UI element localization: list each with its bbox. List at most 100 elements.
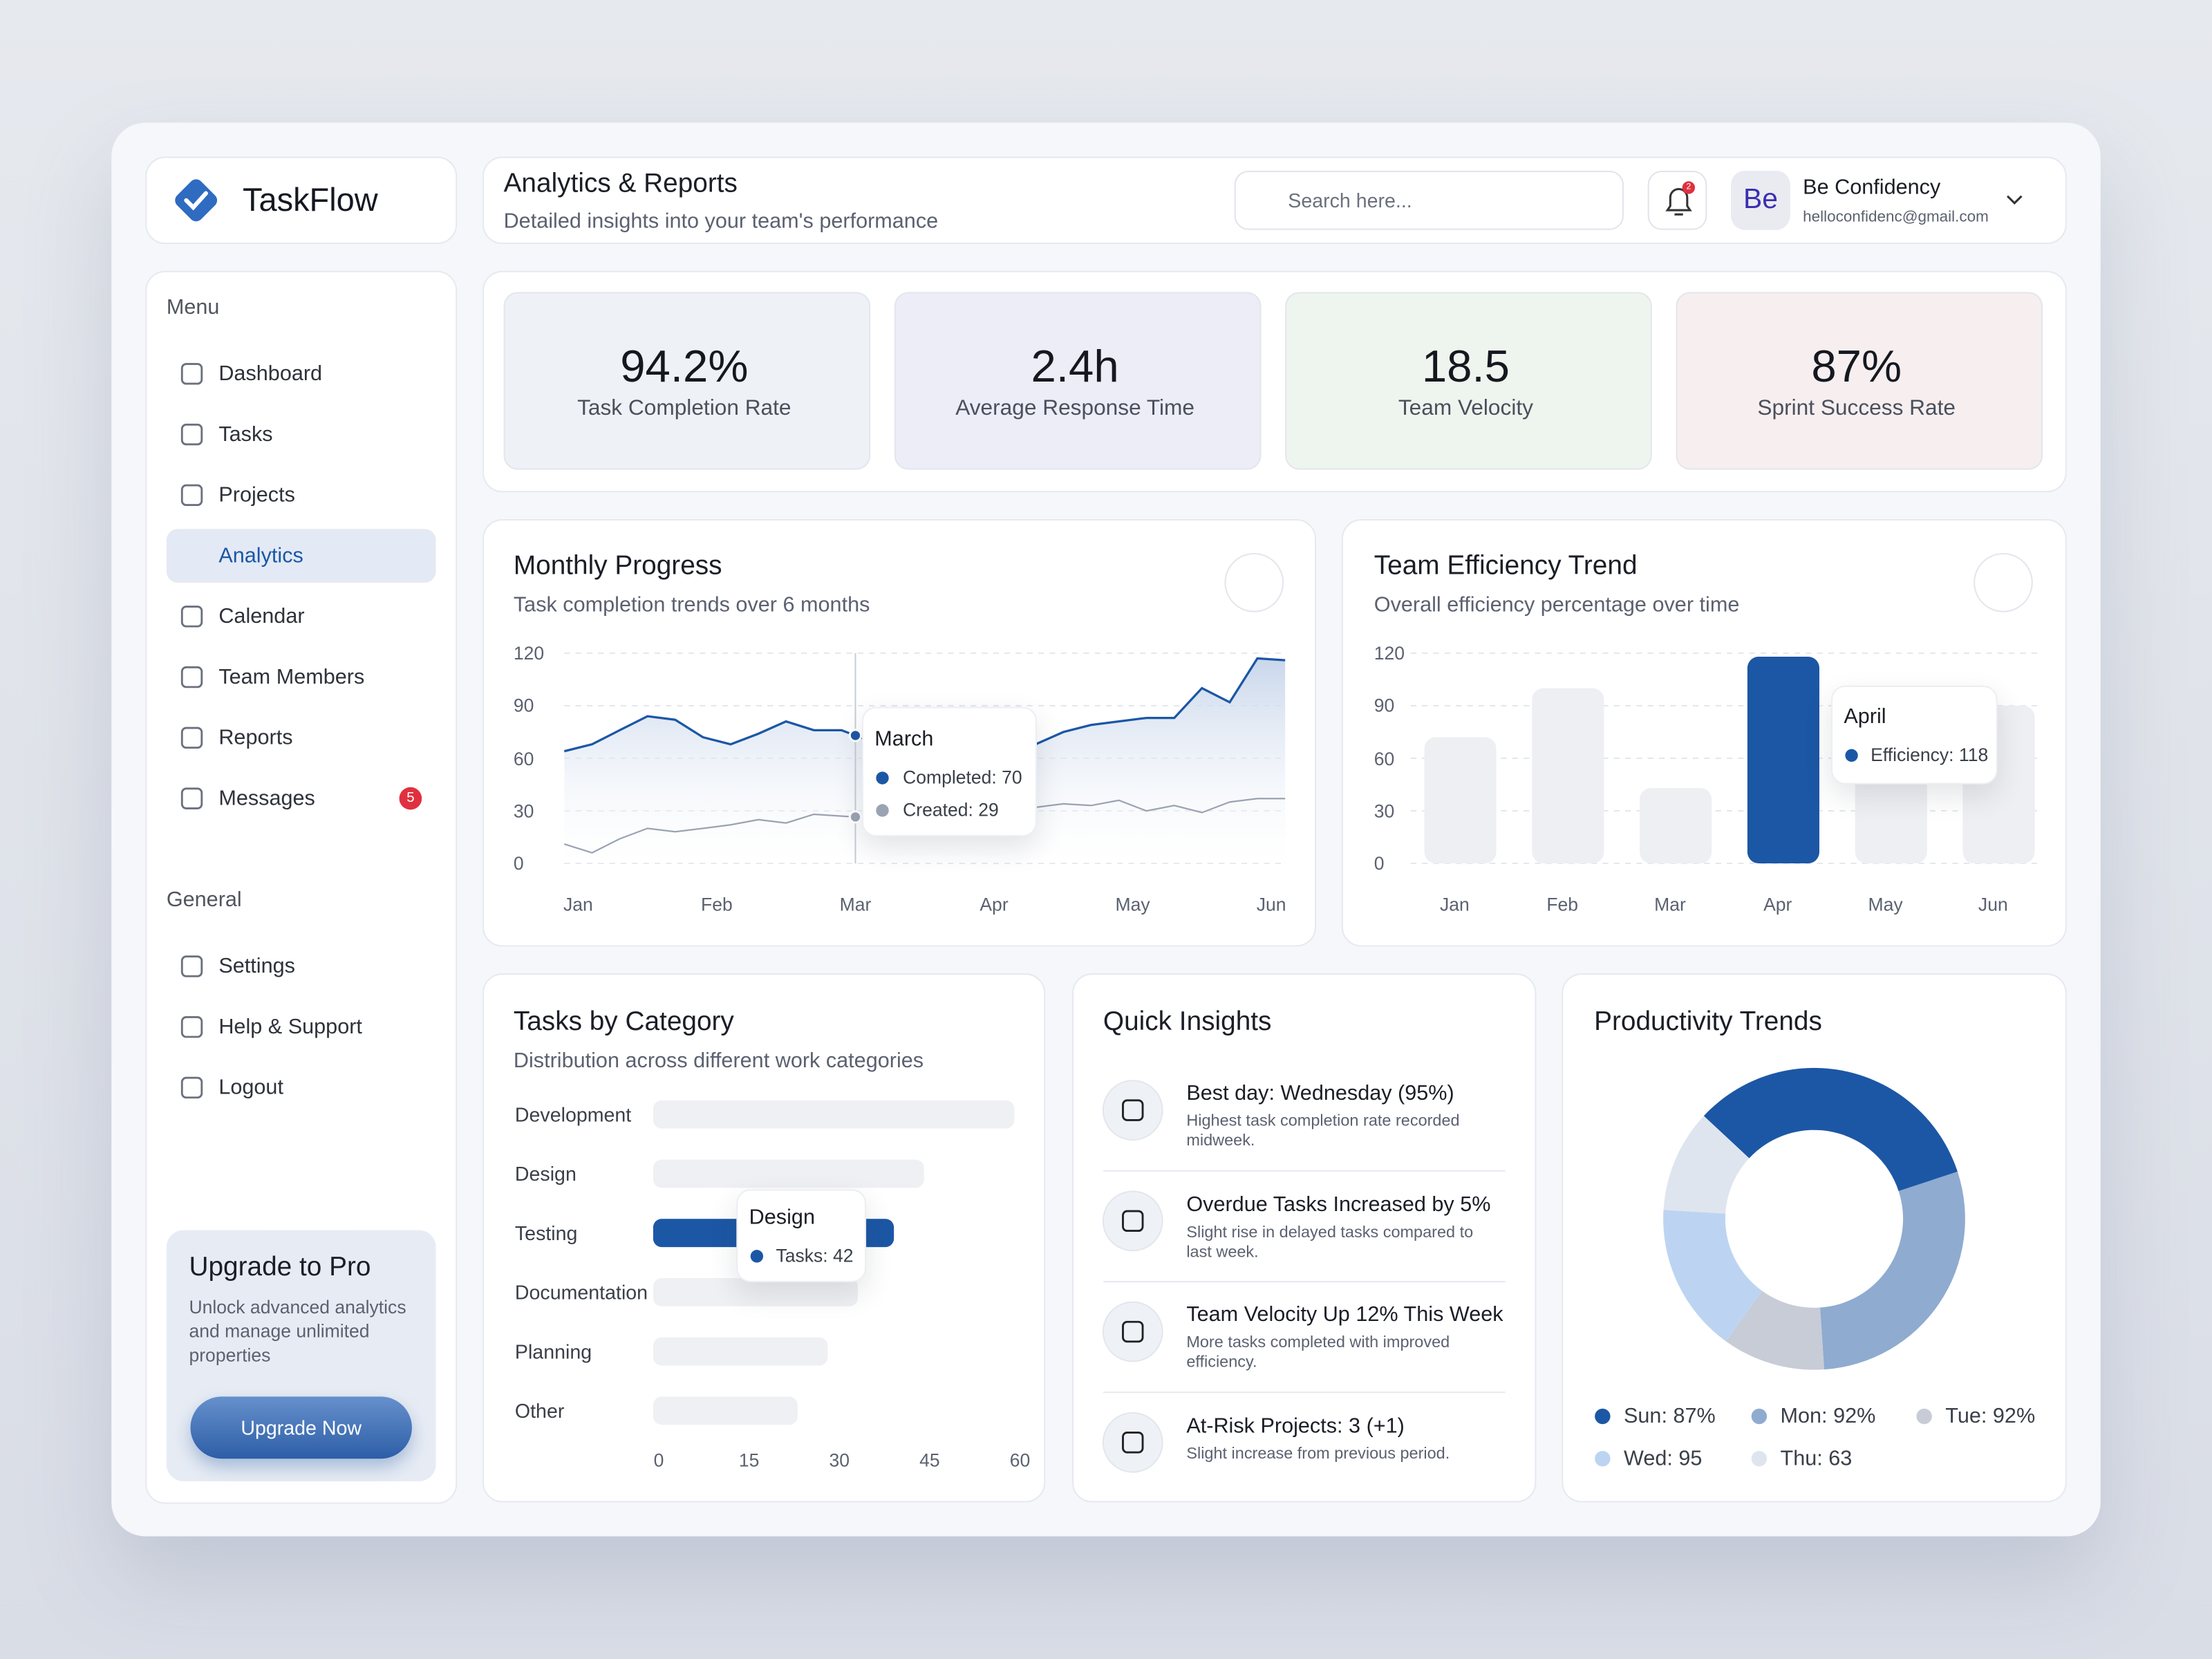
menu-item[interactable]: Tasks <box>218 422 273 447</box>
insight-icon <box>1122 1099 1144 1121</box>
insight-title: Overdue Tasks Increased by 5% <box>1186 1192 1491 1217</box>
hover-dot <box>848 810 863 824</box>
text: General <box>166 888 242 912</box>
insight-icon-bg <box>1102 1080 1163 1141</box>
hover-dot <box>848 729 863 742</box>
x-tick-label: 45 <box>919 1449 940 1471</box>
x-tick-label: Jan <box>563 893 593 915</box>
bar <box>1640 788 1712 863</box>
insight-title: Team Velocity Up 12% This Week <box>1186 1302 1503 1327</box>
tooltip <box>1830 685 1998 785</box>
y-tick-label: 30 <box>513 800 534 822</box>
text: Monthly Progress <box>513 551 722 581</box>
legend-label: Tue: 92% <box>1945 1404 2036 1429</box>
donut-segment <box>1663 1210 1763 1342</box>
stat-label: Sprint Success Rate <box>1757 396 1956 421</box>
tooltip-item: Created: 29 <box>903 799 999 821</box>
insight-text: Slight rise in delayed tasks compared to… <box>1186 1224 1474 1261</box>
menu-item[interactable]: Logout <box>218 1076 283 1100</box>
menu-item[interactable]: Dashboard <box>218 362 323 386</box>
tooltip-dot <box>749 1249 763 1262</box>
menu-icon <box>180 484 203 507</box>
insight-text: Highest task completion rate recorded mi… <box>1186 1113 1460 1150</box>
x-tick-label: 15 <box>738 1449 760 1471</box>
menu-item[interactable]: Team Members <box>218 665 365 689</box>
insight-text: More tasks completed with improved effic… <box>1186 1334 1450 1371</box>
y-tick-label: 120 <box>1374 642 1405 664</box>
menu-item[interactable]: Messages <box>218 786 315 811</box>
menu-icon <box>180 606 203 628</box>
legend-dot <box>1595 1450 1611 1467</box>
insight-icon-bg <box>1102 1412 1163 1473</box>
legend-dot <box>1751 1450 1768 1467</box>
category-label: Other <box>514 1399 565 1423</box>
donut-segment <box>1820 1172 1965 1370</box>
menu-icon <box>180 423 203 446</box>
menu-icon <box>180 727 203 749</box>
text: Tasks by Category <box>513 1007 734 1037</box>
logo-shape <box>175 179 218 222</box>
bar <box>1532 688 1604 863</box>
stat-label: Team Velocity <box>1398 396 1534 421</box>
y-tick-label: 60 <box>1374 747 1395 769</box>
y-tick-label: 30 <box>1374 800 1395 822</box>
x-tick-label: Feb <box>1546 893 1579 915</box>
x-tick-label: Apr <box>1763 893 1792 915</box>
avatar-initials: Be <box>1743 184 1778 216</box>
stat-card <box>1285 292 1652 470</box>
y-tick-label: 0 <box>513 852 524 874</box>
x-tick-label: 30 <box>829 1449 850 1471</box>
bar <box>653 1337 828 1366</box>
insight-icon-bg <box>1102 1190 1163 1252</box>
menu-item[interactable]: Help & Support <box>218 1015 362 1040</box>
x-tick-label: Jan <box>1440 893 1470 915</box>
text: helloconfidenc@gmail.com <box>1803 209 1989 226</box>
donut-segment <box>1663 1116 1750 1214</box>
more-button[interactable] <box>1974 552 2033 612</box>
bar <box>1747 656 1819 863</box>
tooltip-dot <box>875 803 888 816</box>
donut-segment <box>1725 1291 1824 1370</box>
logo <box>175 179 218 222</box>
menu-item[interactable]: Reports <box>218 725 293 750</box>
menu-item[interactable]: Settings <box>218 954 295 979</box>
y-tick-label: 60 <box>513 747 534 769</box>
menu-item[interactable]: Calendar <box>218 604 305 629</box>
stat-value: 94.2% <box>620 340 749 392</box>
notification-count: 2 <box>1686 183 1691 192</box>
insight-text: Slight increase from previous period. <box>1186 1445 1450 1463</box>
bar <box>653 1277 858 1306</box>
insight-title: At-Risk Projects: 3 (+1) <box>1186 1413 1405 1438</box>
category-label: Planning <box>514 1340 592 1363</box>
stat-card <box>894 292 1262 470</box>
legend-label: Sun: 87% <box>1623 1404 1716 1429</box>
category-label: Documentation <box>514 1281 648 1304</box>
menu-icon <box>180 955 203 977</box>
legend-label: Thu: 63 <box>1780 1446 1853 1471</box>
tooltip-title: March <box>874 727 934 751</box>
text: Be Confidency <box>1803 176 1941 200</box>
tooltip-title: Design <box>749 1205 815 1230</box>
bar <box>653 1396 798 1425</box>
avatar <box>1731 170 1790 230</box>
tooltip-dot <box>1844 748 1857 762</box>
notification-dot <box>1682 181 1696 194</box>
logo-check <box>184 191 209 211</box>
stat-label: Task Completion Rate <box>577 396 791 421</box>
legend-dot <box>1595 1408 1611 1425</box>
stat-value: 18.5 <box>1421 340 1510 392</box>
text: Search here... <box>1288 189 1412 212</box>
upgrade-button[interactable]: Upgrade Now <box>190 1396 412 1459</box>
x-tick-label: 0 <box>653 1449 664 1471</box>
bell-icon <box>1665 187 1692 216</box>
more-button[interactable] <box>1224 552 1284 612</box>
menu-item[interactable]: Analytics <box>218 543 303 568</box>
search-box[interactable] <box>1234 170 1624 230</box>
insight-icon <box>1122 1432 1144 1454</box>
x-tick-label: Mar <box>839 893 872 915</box>
bar <box>653 1159 924 1188</box>
notification-button[interactable] <box>1647 170 1707 230</box>
menu-item[interactable]: Projects <box>218 482 295 507</box>
text: Team Efficiency Trend <box>1374 551 1638 581</box>
